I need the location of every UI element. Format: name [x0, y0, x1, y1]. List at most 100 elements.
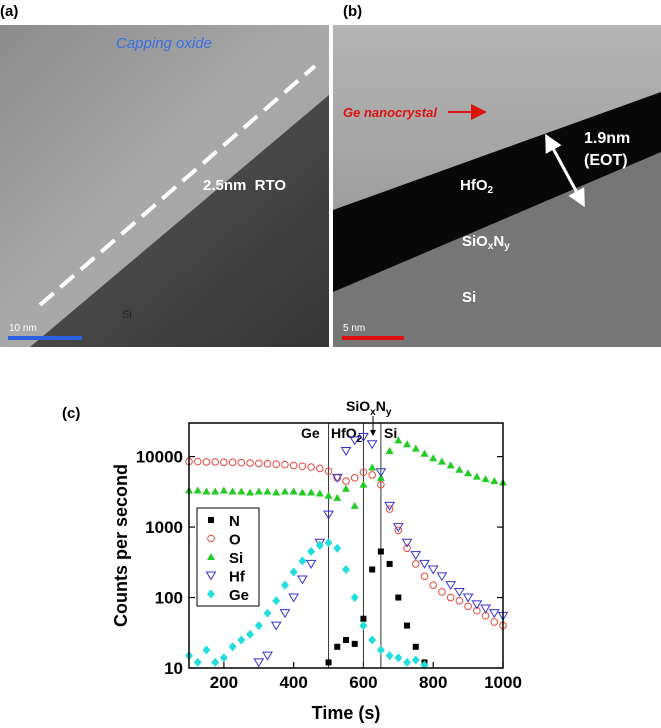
region-label: HfO2	[331, 425, 363, 445]
point	[351, 640, 358, 647]
point	[246, 629, 255, 639]
text-part: SiO	[462, 233, 488, 250]
interface-line	[38, 64, 317, 307]
point	[464, 469, 473, 477]
point	[350, 474, 359, 482]
point	[342, 484, 350, 492]
image-label: (EOT)	[584, 152, 628, 169]
point	[488, 609, 500, 619]
point	[375, 468, 387, 478]
point	[376, 473, 385, 481]
point	[490, 477, 499, 485]
image-label: Capping oxide	[116, 35, 212, 52]
legend-marker	[205, 571, 217, 581]
point	[358, 432, 369, 442]
point	[411, 560, 420, 568]
legend-marker	[207, 534, 215, 543]
point	[420, 572, 429, 581]
point	[263, 608, 272, 618]
point	[289, 487, 298, 495]
scale-label: 5 nm	[343, 323, 365, 334]
text-part: N	[376, 398, 386, 414]
point	[333, 493, 342, 501]
point	[349, 436, 361, 446]
text-part: HfO	[331, 425, 357, 441]
panel-label: (b)	[343, 3, 362, 20]
point	[340, 447, 352, 457]
point	[193, 657, 202, 667]
point	[429, 581, 438, 589]
point	[289, 461, 298, 470]
point	[368, 635, 377, 645]
point	[263, 487, 272, 495]
legend-marker	[207, 553, 215, 560]
point	[455, 596, 464, 605]
text-part: Si	[384, 425, 397, 441]
point	[454, 587, 465, 597]
point	[305, 559, 317, 569]
point	[253, 658, 265, 668]
point	[410, 551, 422, 561]
point	[324, 538, 333, 548]
point	[298, 488, 307, 496]
image-label: 1.9nm	[584, 130, 630, 147]
point	[263, 460, 272, 468]
point	[202, 458, 211, 466]
point	[342, 565, 350, 575]
point	[288, 593, 300, 603]
point	[219, 653, 228, 663]
image-label: Si	[462, 289, 476, 306]
text-part: HfO	[460, 177, 488, 194]
point	[395, 594, 402, 601]
image-label: Ge nanocrystal	[343, 105, 437, 120]
point	[472, 472, 481, 480]
point	[193, 486, 202, 494]
scale-bar	[8, 336, 82, 340]
image-label: Si	[122, 309, 132, 321]
text-part: N	[493, 233, 504, 250]
text-part: SiO	[346, 398, 370, 414]
point	[343, 636, 349, 643]
panel-label: (a)	[0, 3, 18, 20]
point	[480, 604, 491, 614]
point	[202, 487, 211, 495]
legend-label: O	[229, 532, 241, 549]
point	[403, 440, 412, 448]
point	[237, 635, 246, 645]
point	[211, 458, 219, 466]
point	[254, 487, 263, 495]
point	[298, 556, 307, 566]
scale-bar	[342, 336, 404, 340]
point	[403, 544, 411, 553]
point	[359, 480, 368, 488]
x-axis-title: Time (s)	[312, 703, 381, 723]
point	[368, 471, 376, 479]
point	[481, 475, 490, 483]
image-label: SiOxNy	[462, 233, 510, 252]
point	[376, 645, 385, 655]
y-tick-label: 10	[164, 659, 183, 678]
point	[462, 593, 474, 603]
point	[298, 462, 307, 471]
point	[420, 449, 429, 457]
legend-label: N	[229, 513, 240, 530]
point	[455, 465, 464, 473]
point	[228, 458, 237, 467]
point	[219, 486, 228, 494]
subscript: x	[370, 407, 376, 418]
point	[411, 655, 420, 665]
point	[254, 621, 263, 631]
legend-marker	[208, 517, 214, 523]
y-tick-label: 1000	[145, 518, 183, 537]
point	[384, 501, 395, 511]
point	[307, 463, 315, 471]
region-label: SiOxNy	[346, 398, 392, 418]
point	[314, 538, 326, 548]
point	[193, 457, 202, 466]
region-label: Si	[384, 425, 397, 441]
point	[211, 657, 220, 667]
point	[331, 473, 343, 483]
point	[325, 659, 332, 666]
point	[237, 487, 246, 495]
text-part: Ge	[301, 425, 320, 441]
